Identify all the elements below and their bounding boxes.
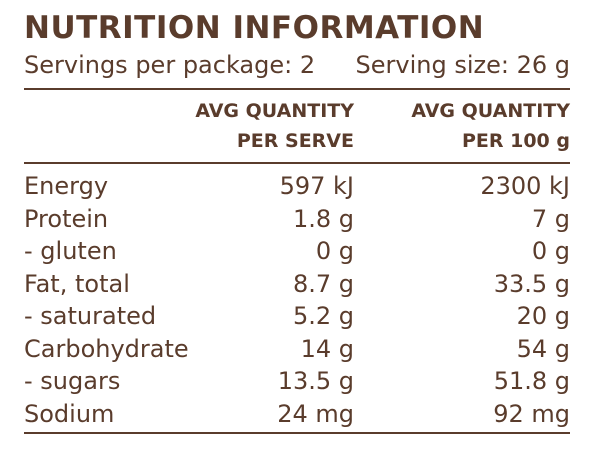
column-header-per-serve: AVG QUANTITY PER SERVE [195, 96, 354, 156]
per-serve-value: 24 mg [277, 399, 354, 428]
nutrient-name: - gluten [24, 237, 117, 265]
per-serve-value: 13.5 g [277, 367, 354, 395]
divider-top [24, 88, 570, 90]
nutrient-name: Sodium [24, 399, 115, 428]
nutrient-rows: Energy 597 kJ 2300 kJ Protein 1.8 g 7 g … [24, 170, 570, 430]
servings-per-package: Servings per package: 2 [24, 51, 316, 79]
nutrient-name: Energy [24, 172, 109, 200]
nutrient-row-carbohydrate: Carbohydrate 14 g 54 g [24, 333, 570, 366]
nutrient-row-sugars: - sugars 13.5 g 51.8 g [24, 365, 570, 398]
column-header-per-serve-line2: PER SERVE [236, 130, 354, 152]
per-100g-value: 20 g [516, 302, 570, 330]
column-header-per-100g: AVG QUANTITY PER 100 g [411, 96, 570, 156]
per-serve-value: 14 g [300, 334, 354, 363]
nutrient-name: - saturated [24, 302, 157, 330]
nutrient-name: Carbohydrate [24, 334, 189, 363]
column-header-per-serve-line1: AVG QUANTITY [195, 100, 354, 122]
nutrient-row-protein: Protein 1.8 g 7 g [24, 203, 570, 236]
per-100g-value: 51.8 g [493, 367, 570, 395]
per-serve-value: 1.8 g [292, 204, 354, 233]
nutrient-row-gluten: - gluten 0 g 0 g [24, 235, 570, 268]
column-header-per-100g-line1: AVG QUANTITY [411, 100, 570, 122]
nutrient-name: - sugars [24, 367, 121, 395]
panel-title: NUTRITION INFORMATION [24, 10, 485, 46]
per-100g-value: 33.5 g [493, 269, 570, 298]
nutrient-name: Protein [24, 204, 109, 233]
per-serve-value: 5.2 g [292, 302, 354, 330]
per-100g-value: 0 g [531, 237, 570, 265]
divider-header [24, 162, 570, 164]
nutrient-row-energy: Energy 597 kJ 2300 kJ [24, 170, 570, 203]
per-100g-value: 7 g [531, 204, 570, 233]
per-100g-value: 92 mg [493, 399, 570, 428]
column-header-per-100g-line2: PER 100 g [461, 130, 570, 152]
divider-bottom [24, 432, 570, 434]
per-serve-value: 8.7 g [292, 269, 354, 298]
per-100g-value: 2300 kJ [480, 172, 570, 200]
serving-size: Serving size: 26 g [355, 51, 570, 79]
per-serve-value: 0 g [315, 237, 354, 265]
nutrient-row-saturated: - saturated 5.2 g 20 g [24, 300, 570, 333]
nutrient-row-sodium: Sodium 24 mg 92 mg [24, 398, 570, 431]
per-100g-value: 54 g [516, 334, 570, 363]
per-serve-value: 597 kJ [279, 172, 354, 200]
nutrient-row-fat-total: Fat, total 8.7 g 33.5 g [24, 268, 570, 301]
nutrient-name: Fat, total [24, 269, 130, 298]
